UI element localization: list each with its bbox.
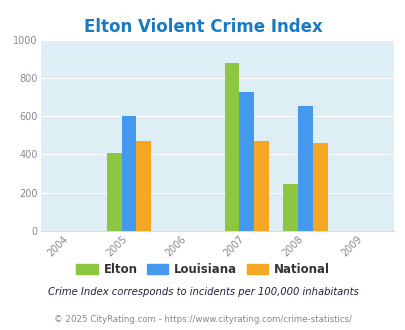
- Bar: [121, 116, 136, 231]
- Bar: [239, 92, 254, 231]
- Bar: [254, 142, 268, 231]
- Bar: [136, 142, 151, 231]
- Bar: [283, 183, 297, 231]
- Bar: [107, 153, 121, 231]
- Bar: [224, 63, 239, 231]
- Text: Crime Index corresponds to incidents per 100,000 inhabitants: Crime Index corresponds to incidents per…: [47, 287, 358, 297]
- Bar: [312, 143, 327, 231]
- Text: © 2025 CityRating.com - https://www.cityrating.com/crime-statistics/: © 2025 CityRating.com - https://www.city…: [54, 315, 351, 324]
- Text: Elton Violent Crime Index: Elton Violent Crime Index: [83, 18, 322, 36]
- Legend: Elton, Louisiana, National: Elton, Louisiana, National: [71, 258, 334, 281]
- Bar: [297, 106, 312, 231]
